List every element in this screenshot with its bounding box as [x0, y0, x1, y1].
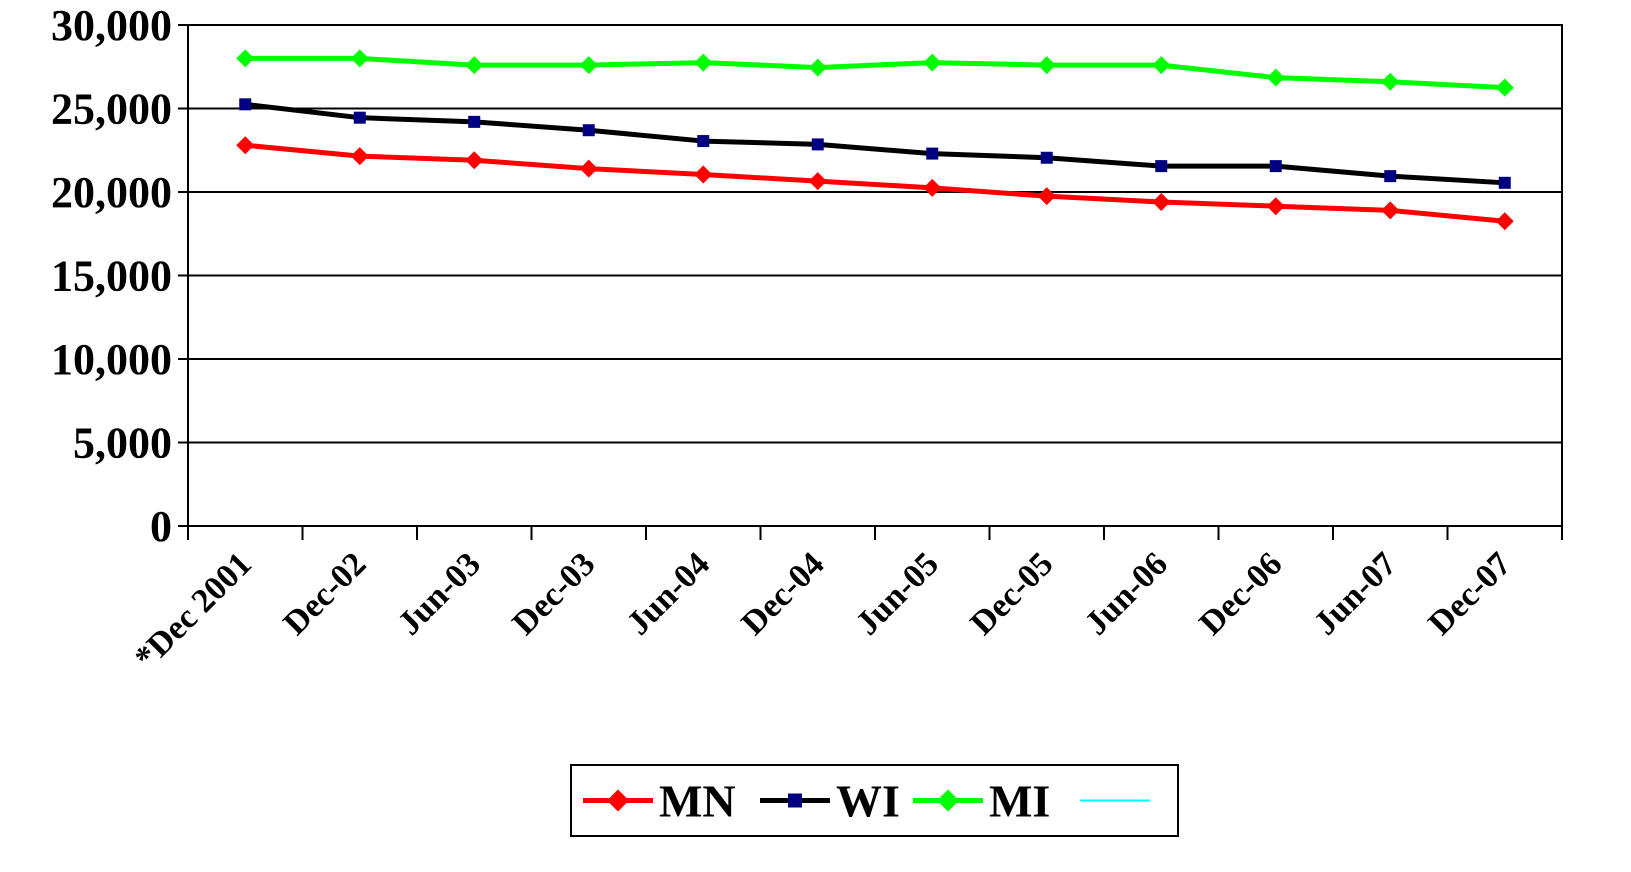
legend-marker: [788, 793, 802, 808]
y-tick-label: 15,000: [51, 252, 172, 301]
y-tick-label: 5,000: [73, 419, 172, 468]
series-line-wi: [244, 101, 1505, 186]
x-tick-label: Jun-06: [1078, 545, 1175, 642]
data-point-mn: [350, 147, 369, 166]
axes: 0 5,000 10,000 15,000 20,000 25,000 30,000 *Dec…: [51, 1, 1563, 676]
data-point-mn: [465, 151, 484, 170]
y-tick-label: 20,000: [51, 168, 172, 217]
data-point-mi: [1266, 68, 1285, 87]
data-point-wi: [582, 124, 595, 137]
legend-label: MN: [659, 776, 736, 827]
gridlines: [188, 24, 1562, 527]
data-point-mn: [579, 159, 598, 178]
data-point-mi: [808, 58, 827, 77]
legend: MN WI MI: [570, 764, 1179, 837]
series-group: [236, 49, 1514, 231]
x-tick-label: Jun-04: [620, 545, 717, 642]
data-point-wi: [1155, 160, 1168, 173]
data-point-mi: [465, 56, 484, 75]
y-tick-label: 0: [150, 502, 172, 551]
data-point-mn: [1266, 197, 1285, 216]
legend-box: [570, 764, 1179, 837]
x-tick-label: Dec-06: [1192, 545, 1289, 642]
data-point-mi: [1152, 56, 1171, 75]
data-point-mn: [923, 178, 942, 197]
x-tick-label: Dec-07: [1421, 545, 1518, 642]
data-point-mn: [1495, 212, 1514, 231]
data-point-wi: [1040, 151, 1053, 164]
legend-label: WI: [836, 776, 900, 827]
x-tick-label: Dec-04: [734, 545, 831, 642]
data-point-wi: [1384, 170, 1397, 183]
data-point-mn: [694, 165, 713, 184]
data-point-mi: [923, 53, 942, 72]
data-point-wi: [697, 135, 710, 148]
data-point-mi: [1495, 78, 1514, 97]
y-tick-label: 30,000: [51, 1, 172, 50]
x-tick-label: Dec-02: [276, 545, 373, 642]
data-point-wi: [811, 138, 824, 151]
data-point-wi: [1498, 176, 1511, 189]
legend-marker: [607, 789, 629, 812]
data-point-mn: [808, 172, 827, 191]
data-point-mi: [1037, 56, 1056, 75]
data-point-wi: [353, 111, 366, 124]
data-point-mi: [350, 49, 369, 68]
y-tick-label: 10,000: [51, 335, 172, 384]
x-tick-label: Jun-05: [849, 545, 946, 642]
data-point-mi: [579, 56, 598, 75]
x-tick-label: Jun-03: [391, 545, 488, 642]
legend-label: MI: [989, 776, 1050, 827]
data-point-wi: [239, 98, 252, 111]
x-tick-label: *Dec 2001: [128, 545, 259, 676]
data-point-wi: [926, 147, 939, 160]
series-line-mn: [245, 142, 1505, 224]
x-tick-label: Dec-05: [963, 545, 1060, 642]
data-point-mi: [236, 49, 255, 68]
data-point-mn: [1152, 193, 1171, 212]
y-tick-label: 25,000: [51, 85, 172, 134]
x-tick-label: Dec-03: [505, 545, 602, 642]
series-line-mi: [245, 55, 1505, 91]
data-point-mn: [1381, 201, 1400, 220]
data-point-wi: [468, 115, 481, 128]
data-point-mi: [1381, 72, 1400, 91]
data-point-mn: [236, 136, 255, 155]
data-point-wi: [1269, 160, 1282, 173]
data-point-mn: [1037, 187, 1056, 206]
data-point-mi: [694, 53, 713, 72]
legend-marker: [937, 789, 959, 812]
x-tick-label: Jun-07: [1307, 545, 1404, 642]
